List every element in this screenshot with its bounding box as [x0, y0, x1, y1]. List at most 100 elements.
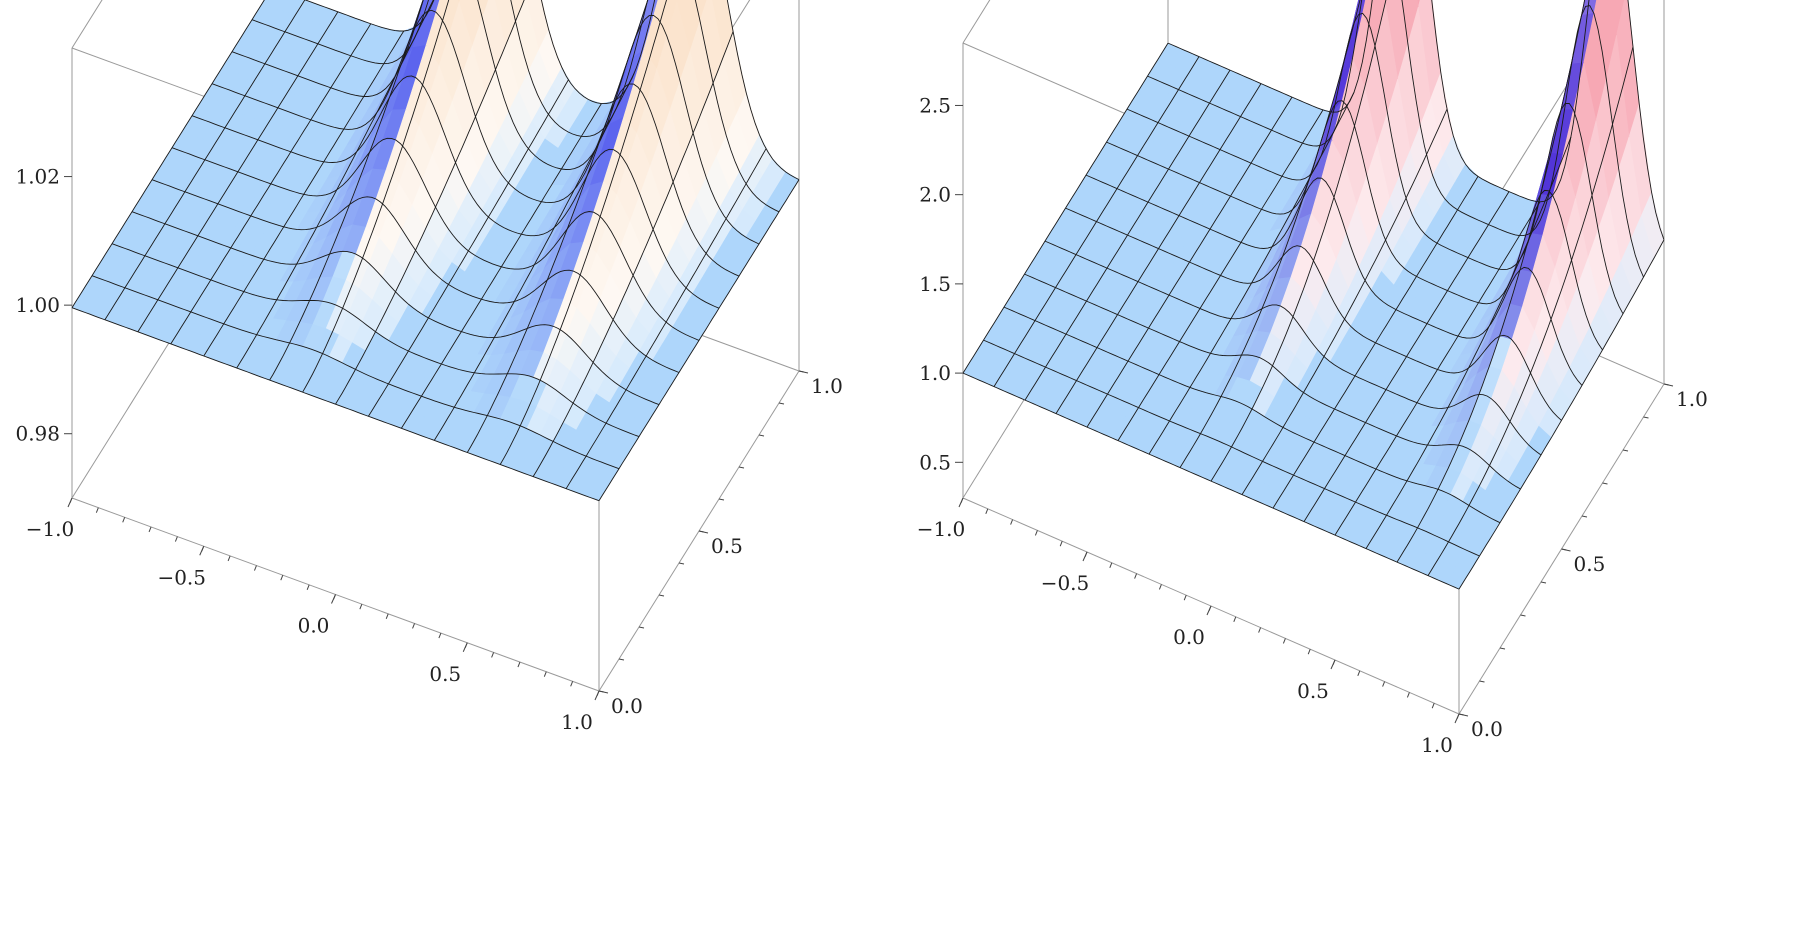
x-minor-tick: [543, 671, 547, 677]
y-minor-tick: [658, 594, 665, 597]
y-minor-tick: [638, 626, 645, 629]
mesh-line-y: [1106, 100, 1603, 351]
y-minor-tick: [1581, 515, 1588, 518]
x-minor-tick: [227, 555, 231, 562]
x-minor-tick: [1282, 638, 1286, 644]
y-tick-label: 1.0: [811, 374, 843, 398]
box-edge: [962, 0, 991, 44]
x-minor-tick: [201, 546, 205, 552]
y-minor-tick: [738, 466, 745, 469]
mesh-line-y: [1167, 0, 1665, 240]
x-minor-tick: [1332, 659, 1336, 666]
x-minor-tick: [1357, 670, 1361, 676]
x-tick-label: 0.0: [1173, 625, 1205, 649]
mesh-lines: [71, 0, 800, 502]
x-minor-tick: [985, 508, 989, 514]
x-minor-tick: [1084, 551, 1088, 558]
x-minor-tick: [438, 632, 442, 639]
mesh-line-y: [91, 275, 620, 470]
x-minor-tick: [464, 642, 468, 648]
mesh-line-y: [962, 372, 1460, 590]
axis-labels: −1.0 −0.5 0.0 0.5 1.0 0.0 0.5 1.0 0.98 1.00 1.02: [15, 165, 842, 734]
mesh-line-y: [1126, 12, 1624, 315]
x-minor-tick: [1010, 519, 1014, 525]
x-tick-label: −0.5: [157, 565, 206, 589]
z-tick-label: 2.0: [919, 183, 951, 207]
axis-labels: −1.0 −0.5 0.0 0.5 1.0 0.0 0.5 1.0 0.5 1.0 1.5 2.0 2.…: [917, 93, 1708, 757]
x-tick-label: −0.5: [1041, 571, 1090, 595]
z-tick-label: 1.02: [15, 165, 60, 189]
y-tick-label: 0.0: [1471, 717, 1503, 741]
x-minor-tick: [385, 613, 389, 619]
x-minor-tick: [1134, 573, 1138, 579]
x-minor-tick: [960, 497, 964, 504]
x-tick-label: 1.0: [561, 710, 593, 734]
axis-ticks: [955, 104, 1674, 724]
y-minor-tick: [1540, 581, 1547, 584]
x-minor-tick: [359, 603, 363, 610]
y-tick-label: 0.5: [1574, 552, 1606, 576]
x-minor-tick: [596, 690, 600, 697]
x-minor-tick: [174, 536, 178, 542]
x-minor-tick: [1109, 562, 1113, 568]
mesh-line-y: [151, 179, 680, 373]
y-minor-tick: [698, 530, 705, 533]
mesh-line-y: [1044, 240, 1542, 456]
y-minor-tick: [1643, 416, 1649, 419]
y-minor-tick: [758, 434, 765, 437]
z-tick-label: 1.00: [15, 293, 60, 317]
y-minor-tick: [798, 370, 805, 373]
x-minor-tick: [122, 517, 126, 523]
y-minor-tick: [1622, 449, 1629, 452]
x-tick-label: 1.0: [1421, 733, 1453, 757]
surface: [962, 0, 1665, 590]
z-tick-label: 1.0: [919, 361, 951, 385]
x-minor-tick: [1456, 713, 1460, 720]
y-minor-tick: [1561, 548, 1567, 551]
mesh-line-y: [983, 339, 1480, 557]
mesh-line-y: [1024, 273, 1521, 490]
x-minor-tick: [69, 497, 73, 504]
y-tick-label: 1.0: [1676, 387, 1708, 411]
x-minor-tick: [253, 565, 257, 571]
mesh-line-y: [304, 0, 800, 181]
x-minor-tick: [306, 584, 310, 591]
x-minor-tick: [491, 652, 495, 658]
surface-plot-right: −1.0 −0.5 0.0 0.5 1.0 0.0 0.5 1.0 0.5 1.0 1.5 2.0 2.…: [917, 0, 1708, 757]
mesh-line-y: [1085, 174, 1583, 386]
x-tick-label: 0.5: [429, 662, 461, 686]
axis-ticks: [64, 176, 809, 701]
mesh-line-y: [111, 243, 640, 438]
mesh-line-y: [131, 211, 660, 406]
mesh-line-y: [1065, 207, 1562, 421]
surface-plot-left: −1.0 −0.5 0.0 0.5 1.0 0.0 0.5 1.0 0.98 1.00 1.02: [15, 0, 843, 734]
y-minor-tick: [1602, 482, 1608, 485]
y-minor-tick: [1663, 383, 1670, 386]
mesh-line-y: [251, 0, 780, 213]
x-tick-label: −1.0: [26, 517, 75, 541]
y-minor-tick: [678, 562, 685, 565]
x-tick-label: 0.0: [298, 614, 330, 638]
y-tick-label: 0.5: [711, 534, 743, 558]
x-minor-tick: [1233, 616, 1237, 622]
x-minor-tick: [1382, 681, 1386, 687]
mesh-line-y: [211, 9, 740, 277]
mesh-line-y: [171, 137, 700, 341]
x-minor-tick: [1034, 530, 1038, 536]
z-tick-label: 0.98: [15, 422, 60, 446]
y-minor-tick: [1458, 713, 1465, 716]
z-tick-label: 0.5: [919, 450, 951, 474]
x-minor-tick: [1431, 703, 1435, 709]
x-minor-tick: [412, 623, 416, 629]
mesh-line-y: [71, 307, 600, 502]
y-minor-tick: [598, 690, 605, 693]
x-tick-label: 0.5: [1297, 679, 1329, 703]
x-minor-tick: [517, 661, 521, 668]
z-tick-label: 1.5: [919, 272, 951, 296]
mesh-line-y: [1147, 0, 1644, 278]
y-minor-tick: [1479, 680, 1485, 683]
y-minor-tick: [718, 498, 725, 501]
x-minor-tick: [1059, 541, 1063, 547]
x-minor-tick: [333, 594, 336, 600]
